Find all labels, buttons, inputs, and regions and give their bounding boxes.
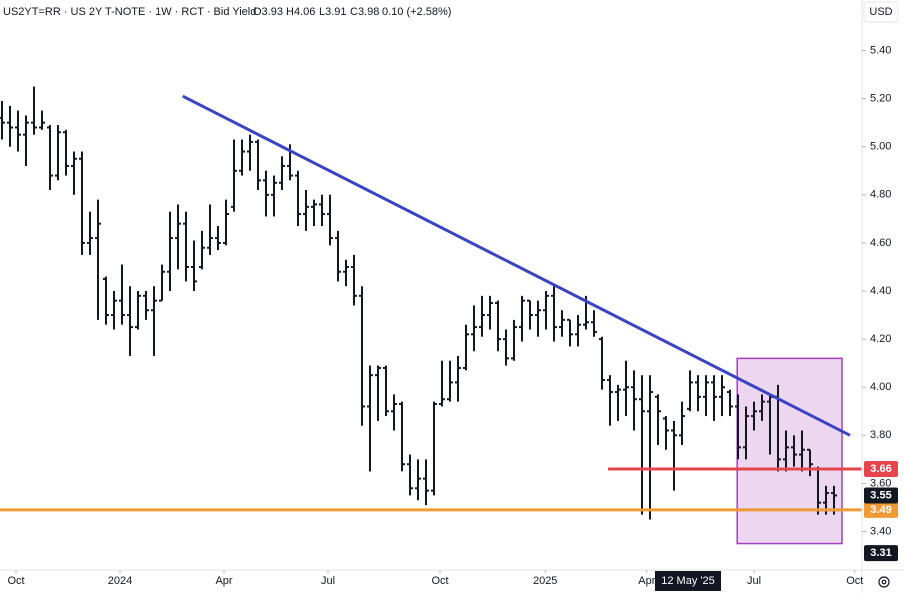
settings-icon[interactable] bbox=[878, 576, 890, 588]
price-label-bg bbox=[864, 460, 898, 477]
price-marker: 3.31 bbox=[870, 547, 891, 559]
y-tick-label: 5.40 bbox=[870, 44, 891, 56]
y-tick-label: 4.40 bbox=[870, 285, 891, 297]
highlight-box bbox=[736, 357, 843, 545]
ohlc-high: H4.06 bbox=[286, 6, 315, 18]
price-marker-bg bbox=[864, 487, 898, 504]
cursor-label: 12 May '25 bbox=[661, 575, 714, 587]
price-label-bg bbox=[864, 501, 898, 518]
x-tick-label: Apr bbox=[215, 575, 232, 587]
y-tick-label: 5.20 bbox=[870, 93, 891, 105]
x-tick-label: Oct bbox=[431, 575, 448, 587]
y-tick-label: 4.80 bbox=[870, 189, 891, 201]
ohlc-low: L3.91 bbox=[319, 6, 347, 18]
cursor-label-bg bbox=[655, 571, 721, 591]
y-tick-label: 4.60 bbox=[870, 237, 891, 249]
settings-ring[interactable] bbox=[878, 576, 890, 588]
price-marker: 3.55 bbox=[870, 489, 891, 501]
x-tick-label: 2024 bbox=[108, 575, 132, 587]
y-tick-label: 3.60 bbox=[870, 477, 891, 489]
y-tick-label: 4.00 bbox=[870, 381, 891, 393]
settings-core[interactable] bbox=[881, 579, 887, 585]
x-tick-label: 2025 bbox=[533, 575, 557, 587]
currency[interactable]: USD bbox=[869, 6, 892, 18]
trendline bbox=[182, 94, 851, 437]
x-tick-label: Jul bbox=[747, 575, 761, 587]
ohlc-close: C3.98 bbox=[350, 6, 379, 18]
y-tick-label: 3.80 bbox=[870, 429, 891, 441]
y-tick-label: 3.40 bbox=[870, 525, 891, 537]
change: 0.10 (+2.58%) bbox=[382, 6, 451, 18]
symbol-title: US2YT=RR · US 2Y T-NOTE · 1W · RCT · Bid… bbox=[3, 6, 256, 18]
price-label: 3.66 bbox=[870, 463, 891, 475]
x-tick-label: Oct bbox=[7, 575, 24, 587]
ohlc-open: O3.93 bbox=[253, 6, 283, 18]
currency-button[interactable] bbox=[863, 1, 899, 23]
price-label: 3.49 bbox=[870, 504, 891, 516]
plot-area bbox=[0, 86, 862, 545]
price-marker-bg bbox=[864, 545, 898, 562]
y-tick-label: 4.20 bbox=[870, 333, 891, 345]
x-tick-label: Oct bbox=[846, 575, 863, 587]
x-tick-label: Apr bbox=[638, 575, 655, 587]
x-tick-label: Jul bbox=[321, 575, 335, 587]
y-tick-label: 5.00 bbox=[870, 141, 891, 153]
